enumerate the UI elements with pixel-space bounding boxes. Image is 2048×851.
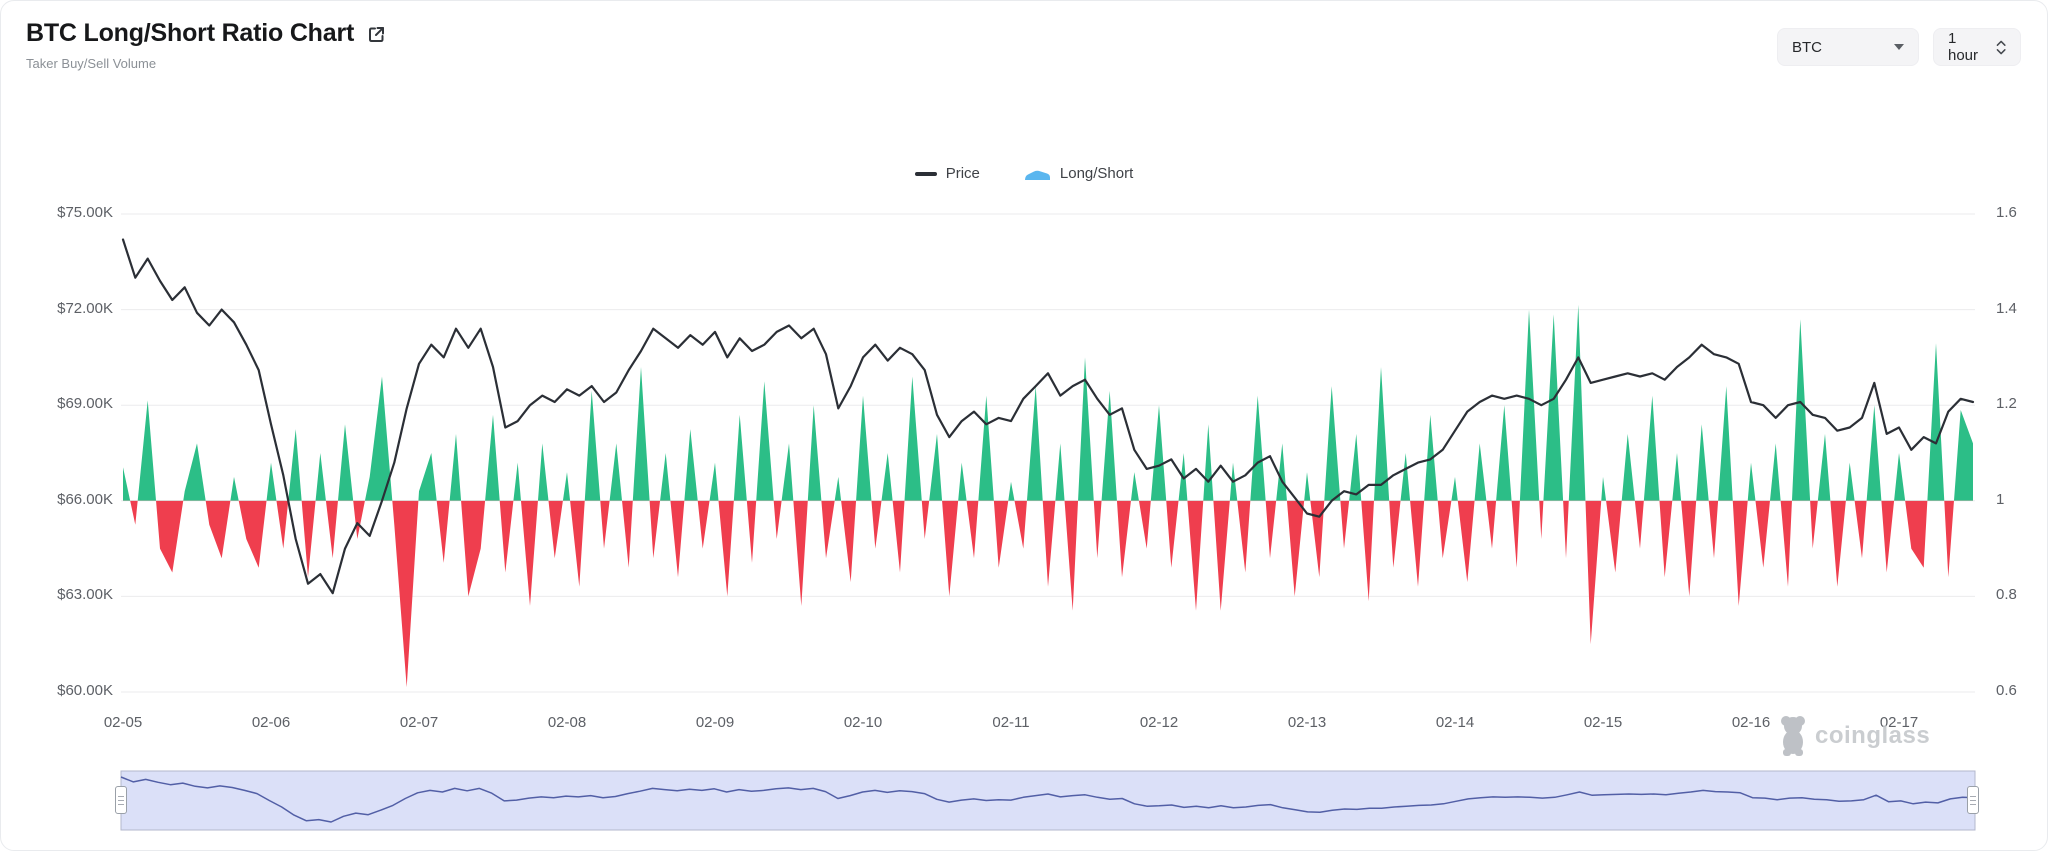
y-axis-right-label: 1.2: [1996, 395, 2017, 413]
navigator-background[interactable]: [120, 770, 1976, 831]
x-axis-label: 02-08: [547, 714, 587, 731]
y-axis-left-label: $66.00K: [57, 490, 113, 508]
interval-select[interactable]: 1 hour: [1933, 28, 2021, 66]
x-axis-label: 02-14: [1435, 714, 1475, 731]
y-axis-right-label: 0.8: [1996, 586, 2017, 604]
longshort-area-down: [123, 500, 1973, 688]
external-link-icon[interactable]: [366, 24, 387, 45]
interval-select-value: 1 hour: [1948, 30, 1979, 64]
spinner-arrows-icon: [1996, 40, 2006, 54]
y-axis-right-label: 0.6: [1996, 682, 2017, 699]
y-axis-left-label: $60.00K: [57, 682, 113, 699]
price-line: [121, 238, 1975, 595]
navigator-left-handle[interactable]: [115, 786, 127, 814]
y-axis-right-label: 1: [1996, 490, 2005, 508]
longshort-area-marker: [1024, 170, 1050, 180]
y-axis-left-label: $69.00K: [57, 395, 113, 413]
chevron-down-icon: [1894, 44, 1904, 50]
legend-item-longshort[interactable]: Long/Short: [1024, 165, 1133, 182]
x-axis-label: 02-15: [1583, 714, 1623, 731]
coinglass-brand-text: coinglass: [1815, 722, 1931, 749]
x-axis-label: 02-11: [992, 714, 1030, 731]
y-axis-left-label: $75.00K: [57, 204, 113, 221]
coinglass-bear-icon: [1781, 716, 1805, 756]
page-title: BTC Long/Short Ratio Chart: [26, 19, 355, 47]
x-axis-label: 02-09: [695, 714, 735, 731]
chart-controls: BTC 1 hour: [1777, 28, 2021, 66]
x-axis-label: 02-13: [1287, 714, 1327, 731]
x-axis-label: 02-07: [399, 714, 439, 731]
chart-subtitle: Taker Buy/Sell Volume: [26, 56, 157, 71]
y-axis-right-label: 1.4: [1996, 299, 2017, 317]
symbol-select[interactable]: BTC: [1777, 28, 1919, 66]
x-axis-label: 02-17: [1879, 714, 1919, 731]
price-line-marker: [914, 171, 937, 176]
y-axis-left-label: $63.00K: [57, 586, 113, 604]
navigator-right-handle[interactable]: [1967, 786, 1979, 814]
x-axis-label: 02-12: [1139, 714, 1179, 731]
x-axis-label: 02-05: [103, 714, 143, 731]
y-axis-right-label: 1.6: [1996, 204, 2017, 221]
main-chart[interactable]: [1, 1, 2047, 761]
legend: Price Long/Short: [1, 165, 2047, 182]
legend-price-label: Price: [945, 165, 980, 182]
x-axis-label: 02-16: [1731, 714, 1771, 731]
legend-item-price[interactable]: Price: [914, 165, 980, 182]
symbol-select-value: BTC: [1792, 38, 1822, 56]
legend-ratio-label: Long/Short: [1059, 165, 1134, 182]
navigator-price-line: [120, 776, 1976, 823]
x-axis-label: 02-10: [843, 714, 883, 731]
coinglass-watermark: coinglass: [1778, 715, 1930, 757]
x-axis-label: 02-06: [251, 714, 291, 731]
chart-header: BTC Long/Short Ratio Chart Taker Buy/Sel…: [26, 19, 387, 71]
y-axis-left-label: $72.00K: [57, 299, 113, 317]
